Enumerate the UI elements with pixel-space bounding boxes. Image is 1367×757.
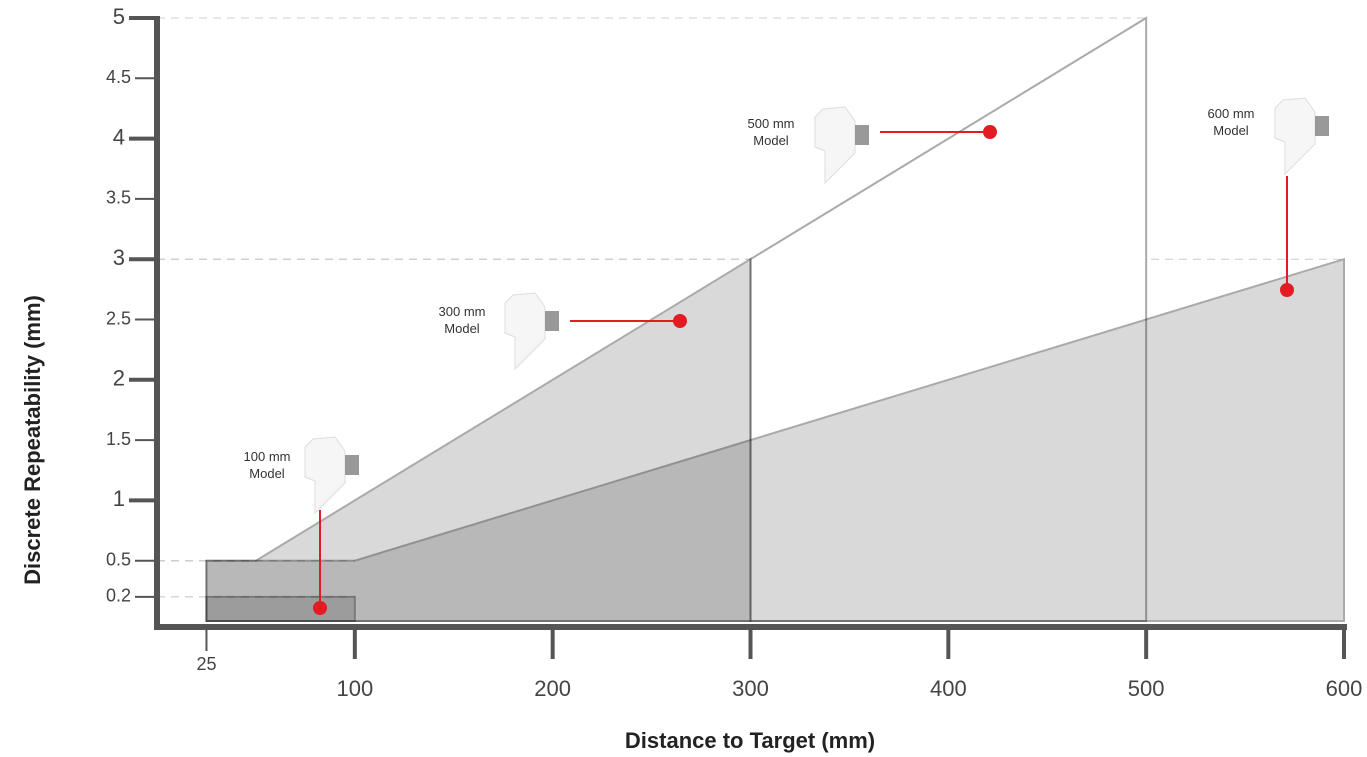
sensor-lens [545,311,559,331]
y-tick-label: 4.5 [106,67,131,87]
y-tick-label: 0.5 [106,549,131,569]
model-area [205,595,356,622]
x-tick-label: 25 [196,654,216,674]
model-label: 300 mm Model [438,304,486,336]
leader-dot [313,601,327,615]
model-label: 600 mm Model [1207,106,1255,138]
model-label: 500 mm Model [747,116,795,148]
sensor-lens [855,125,869,145]
y-tick-label: 4 [113,124,125,149]
sensor-icon [504,292,559,371]
y-tick-label: 5 [113,4,125,29]
y-tick-label: 0.2 [106,586,131,606]
sensor-lens [345,455,359,475]
leader-dot [983,125,997,139]
model-area [205,257,752,622]
y-tick-label: 2 [113,366,125,391]
y-tick-label: 2.5 [106,308,131,328]
x-tick-label: 100 [336,676,373,701]
x-tick-label: 600 [1326,676,1363,701]
y-axis-title: Discrete Repeatability (mm) [20,295,45,585]
sensor-icon [1274,97,1329,176]
x-axis-title: Distance to Target (mm) [625,728,875,753]
x-tick-label: 500 [1128,676,1165,701]
sensor-body [1274,97,1316,176]
sensor-lens [1315,116,1329,136]
leader-dot [1280,283,1294,297]
model-label: 100 mm Model [243,449,291,481]
sensor-icon [304,436,359,515]
y-tick-label: 1 [113,486,125,511]
x-tick-label: 200 [534,676,571,701]
sensor-body [504,292,546,371]
sensor-body [814,106,856,185]
leader-dot [673,314,687,328]
sensor-icon [814,106,869,185]
y-tick-label: 3 [113,245,125,270]
x-tick-label: 300 [732,676,769,701]
sensor-body [304,436,346,515]
y-tick-label: 1.5 [106,429,131,449]
x-tick-label: 400 [930,676,967,701]
y-tick-label: 3.5 [106,188,131,208]
